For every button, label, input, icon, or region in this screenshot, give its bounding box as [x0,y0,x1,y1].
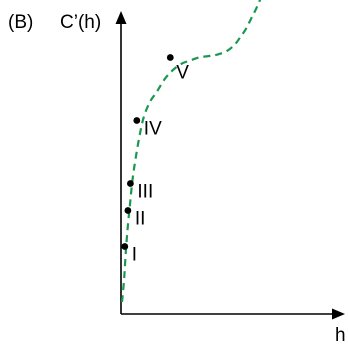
data-point-i [121,243,129,250]
data-point-v [166,54,174,61]
y-axis-arrow [115,11,127,24]
panel-label: (B) [8,12,33,33]
data-curve [120,0,262,303]
data-point-ii [124,207,132,214]
x-axis-arrow [332,308,345,320]
point-label-v: V [176,63,189,84]
data-point-iv [133,117,141,124]
point-label-iv: IV [144,119,162,140]
x-axis-label: h [335,325,346,345]
point-label-i: I [132,245,137,266]
point-label-iii: III [137,182,153,203]
point-label-ii: II [135,209,146,230]
y-axis-label: C’(h) [60,12,101,33]
data-point-iii [126,180,134,187]
